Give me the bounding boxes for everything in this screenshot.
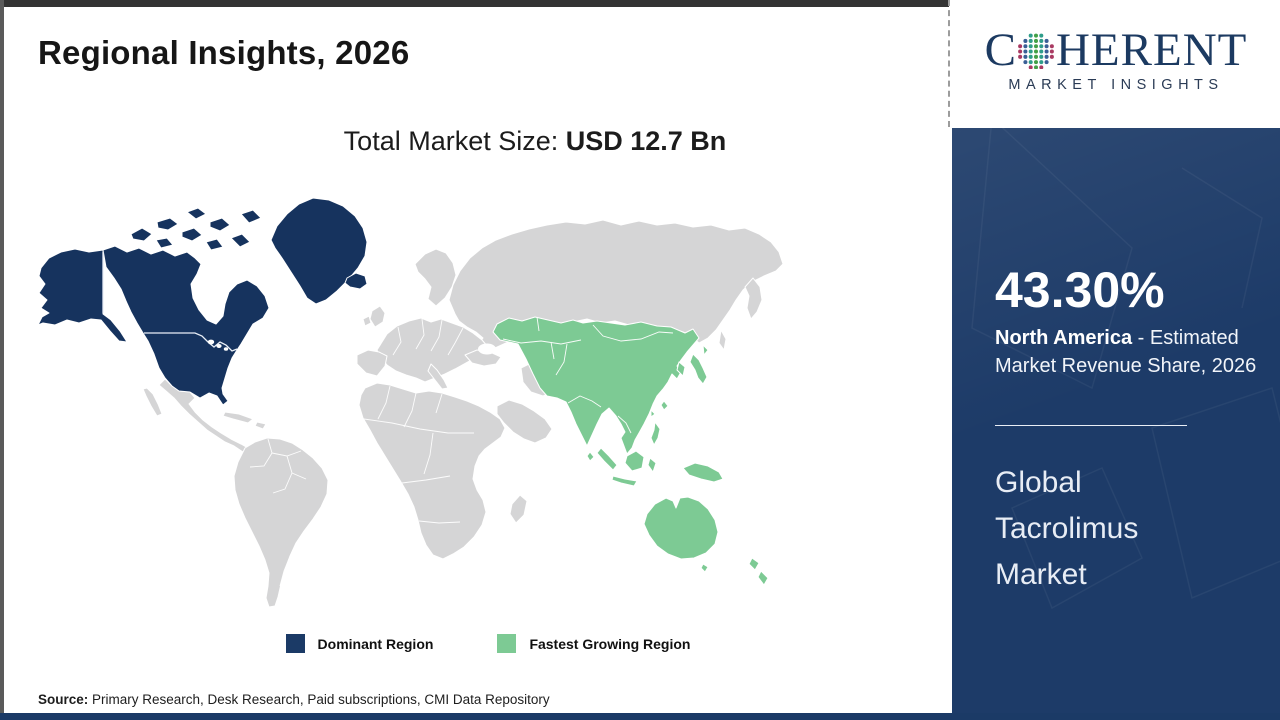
country-new-guinea bbox=[682, 462, 724, 483]
total-market-size: Total Market Size: USD 12.7 Bn bbox=[235, 126, 835, 157]
market-title: Global Tacrolimus Market bbox=[995, 466, 1139, 591]
brand-logo-panel: C HERENT MARKET INSIGHTS bbox=[952, 0, 1280, 128]
country-new-zealand-south bbox=[757, 570, 769, 586]
logo-tagline: MARKET INSIGHTS bbox=[1008, 77, 1224, 93]
country-asia-mainland bbox=[492, 316, 700, 455]
revenue-share-value: 43.30% bbox=[995, 262, 1165, 318]
country-sakhalin bbox=[718, 329, 727, 351]
legend-item-fastest: Fastest Growing Region bbox=[497, 634, 690, 653]
country-japan bbox=[689, 353, 708, 385]
country-sri-lanka bbox=[586, 451, 595, 462]
logo-dashed-divider bbox=[948, 0, 950, 127]
great-lakes bbox=[207, 339, 229, 351]
country-korea bbox=[676, 361, 686, 377]
brand-logo: C HERENT bbox=[952, 27, 1280, 74]
frame-top-border bbox=[0, 0, 949, 7]
country-cuba bbox=[222, 411, 254, 424]
country-europe bbox=[376, 317, 490, 383]
country-sumatra bbox=[596, 447, 618, 471]
region-north-america bbox=[37, 197, 368, 406]
dominant-region-label: Dominant Region bbox=[317, 635, 434, 652]
country-madagascar bbox=[509, 494, 528, 524]
country-africa bbox=[358, 382, 506, 560]
source-label: Source: bbox=[38, 692, 89, 707]
country-scandinavia bbox=[414, 248, 457, 307]
total-market-size-label: Total Market Size: bbox=[343, 126, 566, 156]
us-canada-border bbox=[144, 332, 238, 352]
country-arabia bbox=[496, 399, 553, 444]
region-asia-pacific bbox=[492, 316, 769, 586]
country-philippines bbox=[650, 421, 661, 446]
country-italy bbox=[427, 363, 449, 390]
country-uk bbox=[369, 305, 386, 328]
source-text: Primary Research, Desk Research, Paid su… bbox=[88, 692, 550, 707]
sidebar-divider bbox=[995, 425, 1187, 426]
revenue-share-suffix: - Estimated Market Revenue Share, 2026 bbox=[995, 327, 1257, 377]
fastest-growing-region-label: Fastest Growing Region bbox=[529, 635, 691, 652]
revenue-share-description: North America - Estimated Market Revenue… bbox=[995, 324, 1257, 380]
country-south-america bbox=[233, 437, 329, 608]
country-canada-usa bbox=[102, 245, 270, 406]
world-map bbox=[37, 197, 784, 608]
caspian-sea bbox=[504, 350, 518, 382]
world-map-container bbox=[35, 192, 835, 610]
fastest-growing-region-swatch bbox=[497, 634, 517, 653]
total-market-size-value: USD 12.7 Bn bbox=[565, 126, 727, 156]
country-australia bbox=[643, 496, 719, 560]
country-hispaniola bbox=[254, 421, 267, 430]
asia-pacific-borders bbox=[502, 316, 674, 434]
revenue-share-region: North America bbox=[995, 327, 1133, 349]
country-new-zealand-north bbox=[748, 557, 760, 571]
source-line: Source: Primary Research, Desk Research,… bbox=[38, 692, 550, 707]
dominant-region-swatch bbox=[285, 634, 305, 653]
country-tasmania bbox=[700, 563, 709, 573]
page-title: Regional Insights, 2026 bbox=[38, 34, 410, 71]
country-iberia bbox=[356, 349, 388, 377]
sidebar-map-texture bbox=[971, 128, 1280, 610]
logo-letter-c: C bbox=[984, 24, 1016, 76]
dotted-globe-icon bbox=[1018, 33, 1054, 69]
black-sea bbox=[478, 343, 496, 355]
legend-item-dominant: Dominant Region bbox=[285, 634, 434, 653]
frame-bottom-bar bbox=[0, 713, 1280, 720]
country-baja bbox=[142, 387, 163, 417]
country-java bbox=[611, 475, 638, 487]
rest-of-world-borders bbox=[249, 318, 474, 587]
country-borneo bbox=[624, 450, 645, 472]
inland-seas bbox=[478, 343, 518, 382]
logo-wordmark: HERENT bbox=[1055, 24, 1248, 76]
country-taiwan bbox=[660, 400, 669, 411]
north-america-borders bbox=[102, 252, 238, 352]
country-kamchatka bbox=[744, 277, 763, 320]
map-legend: Dominant Region Fastest Growing Region bbox=[88, 634, 888, 653]
frame-left-border bbox=[0, 0, 4, 713]
country-greenland bbox=[270, 197, 368, 305]
country-ireland bbox=[362, 315, 372, 327]
stats-sidebar: 43.30% North America - Estimated Market … bbox=[952, 128, 1280, 713]
country-iceland bbox=[344, 272, 368, 290]
country-sulawesi bbox=[647, 457, 657, 473]
country-alaska bbox=[37, 248, 128, 343]
